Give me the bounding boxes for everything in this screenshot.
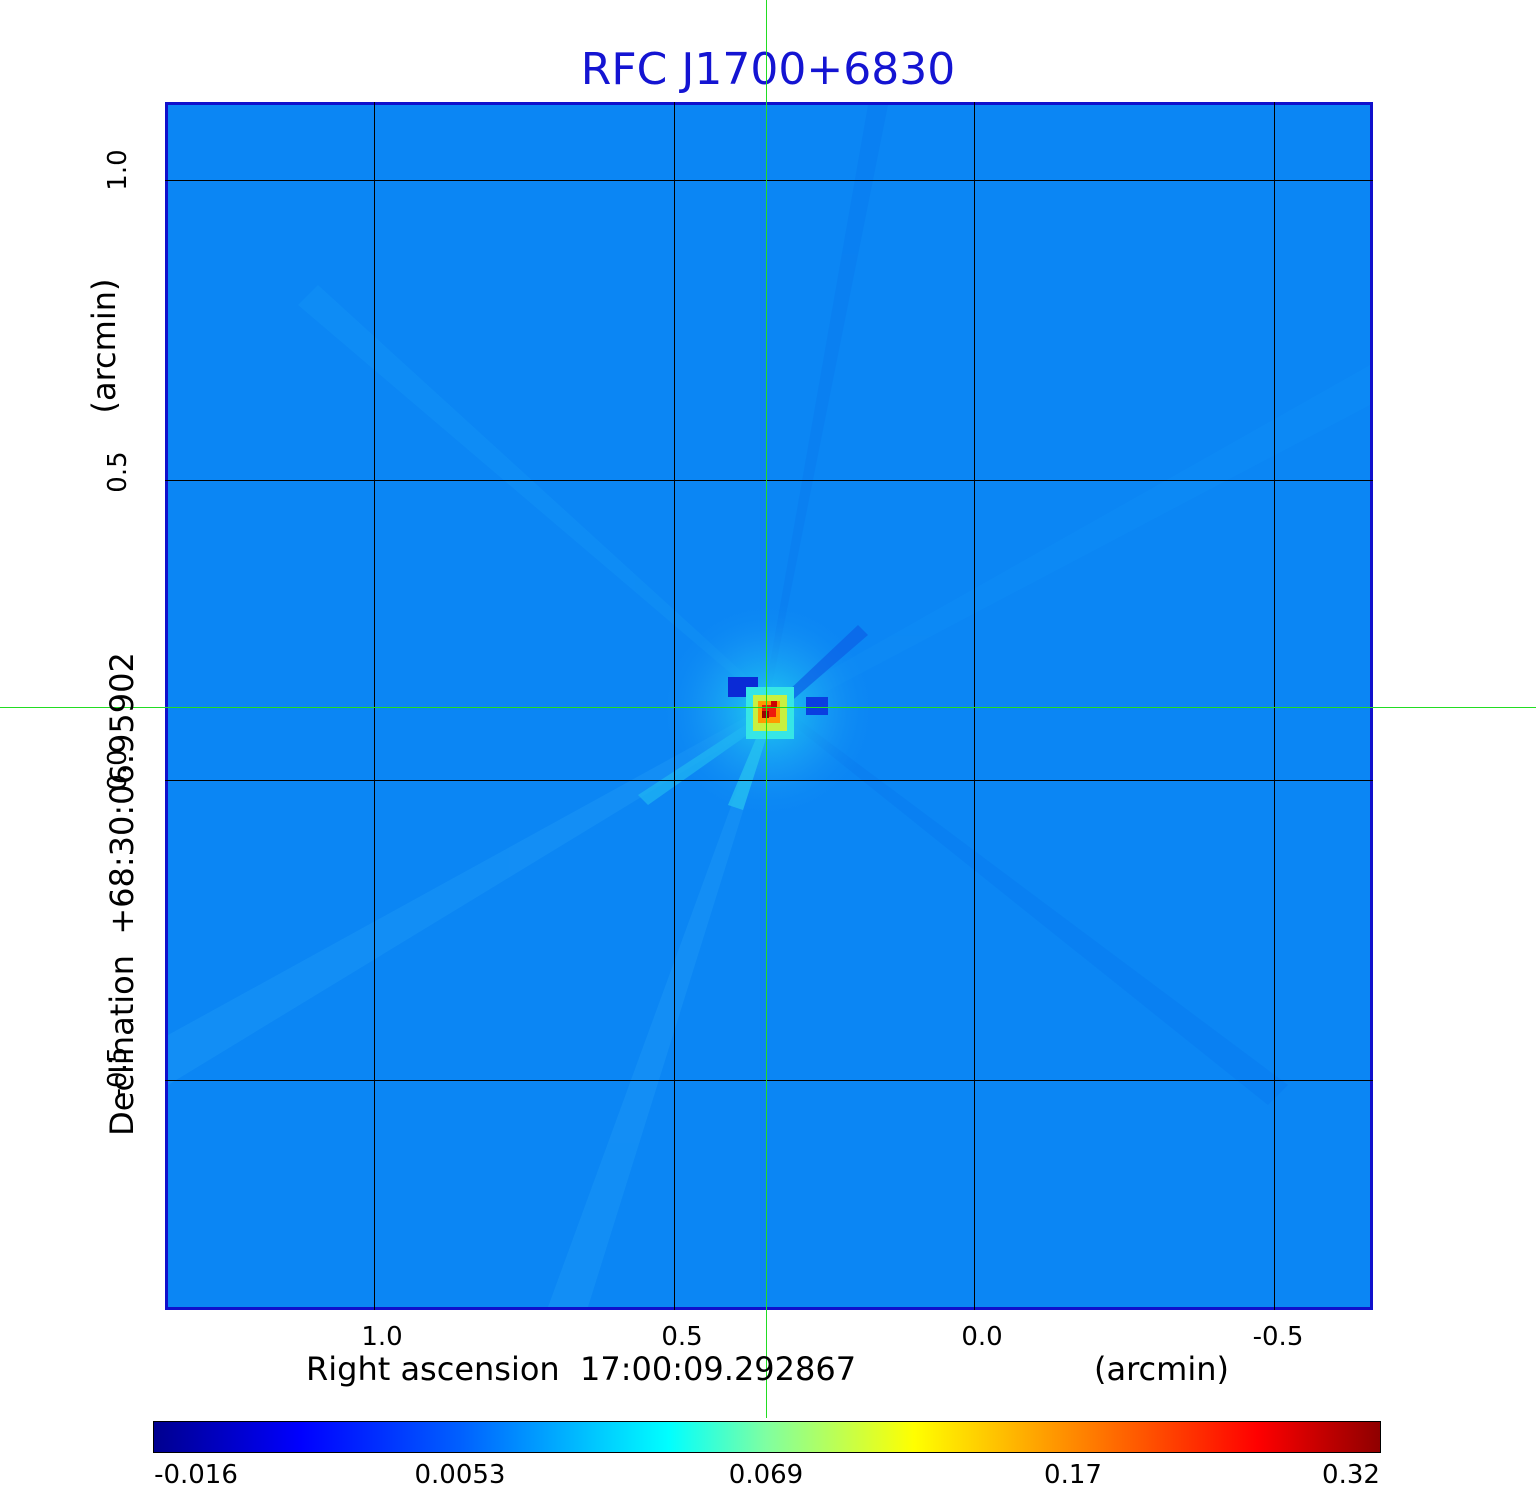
grid-line-ra-1.0	[374, 102, 375, 1310]
colorbar-tick-label: 0.0053	[414, 1460, 506, 1490]
crosshair-horizontal	[0, 707, 1536, 708]
y-tick-label: 1.0	[103, 149, 133, 191]
x-tick-label: 0.0	[961, 1322, 1003, 1352]
x-axis-unit: (arcmin)	[1094, 1350, 1229, 1388]
colorbar	[153, 1421, 1381, 1453]
grid-line-ra-minus-0.5	[1274, 102, 1275, 1310]
grid-line-dec-1.0	[165, 180, 1373, 181]
colorbar-tick-label: -0.016	[154, 1460, 238, 1490]
grid-line-dec-0.0	[165, 780, 1373, 781]
x-tick-label: -0.5	[1252, 1322, 1304, 1352]
image-title: RFC J1700+6830	[580, 44, 956, 95]
y-axis-label: Declination +68:30:06.95902	[103, 652, 141, 1136]
x-tick-label: 1.0	[361, 1322, 403, 1352]
colorbar-tick-label: 0.32	[1322, 1460, 1380, 1490]
radio-image-map[interactable]	[165, 102, 1373, 1310]
grid-line-dec-minus-0.5	[165, 1080, 1373, 1081]
x-axis-label: Right ascension 17:00:09.292867	[306, 1350, 857, 1388]
grid-line-ra-0.0	[974, 102, 975, 1310]
central-source	[638, 600, 878, 820]
sidelobe-streaks	[168, 105, 1370, 1307]
grid-line-ra-0.5	[674, 102, 675, 1310]
colorbar-tick-label: 0.069	[728, 1460, 804, 1490]
y-axis-unit: (arcmin)	[85, 278, 123, 414]
x-tick-label: 0.5	[661, 1322, 703, 1352]
colorbar-tick-label: 0.17	[1044, 1460, 1102, 1490]
crosshair-vertical	[766, 0, 767, 1418]
grid-line-dec-0.5	[165, 480, 1373, 481]
radio-image-canvas	[168, 105, 1370, 1307]
